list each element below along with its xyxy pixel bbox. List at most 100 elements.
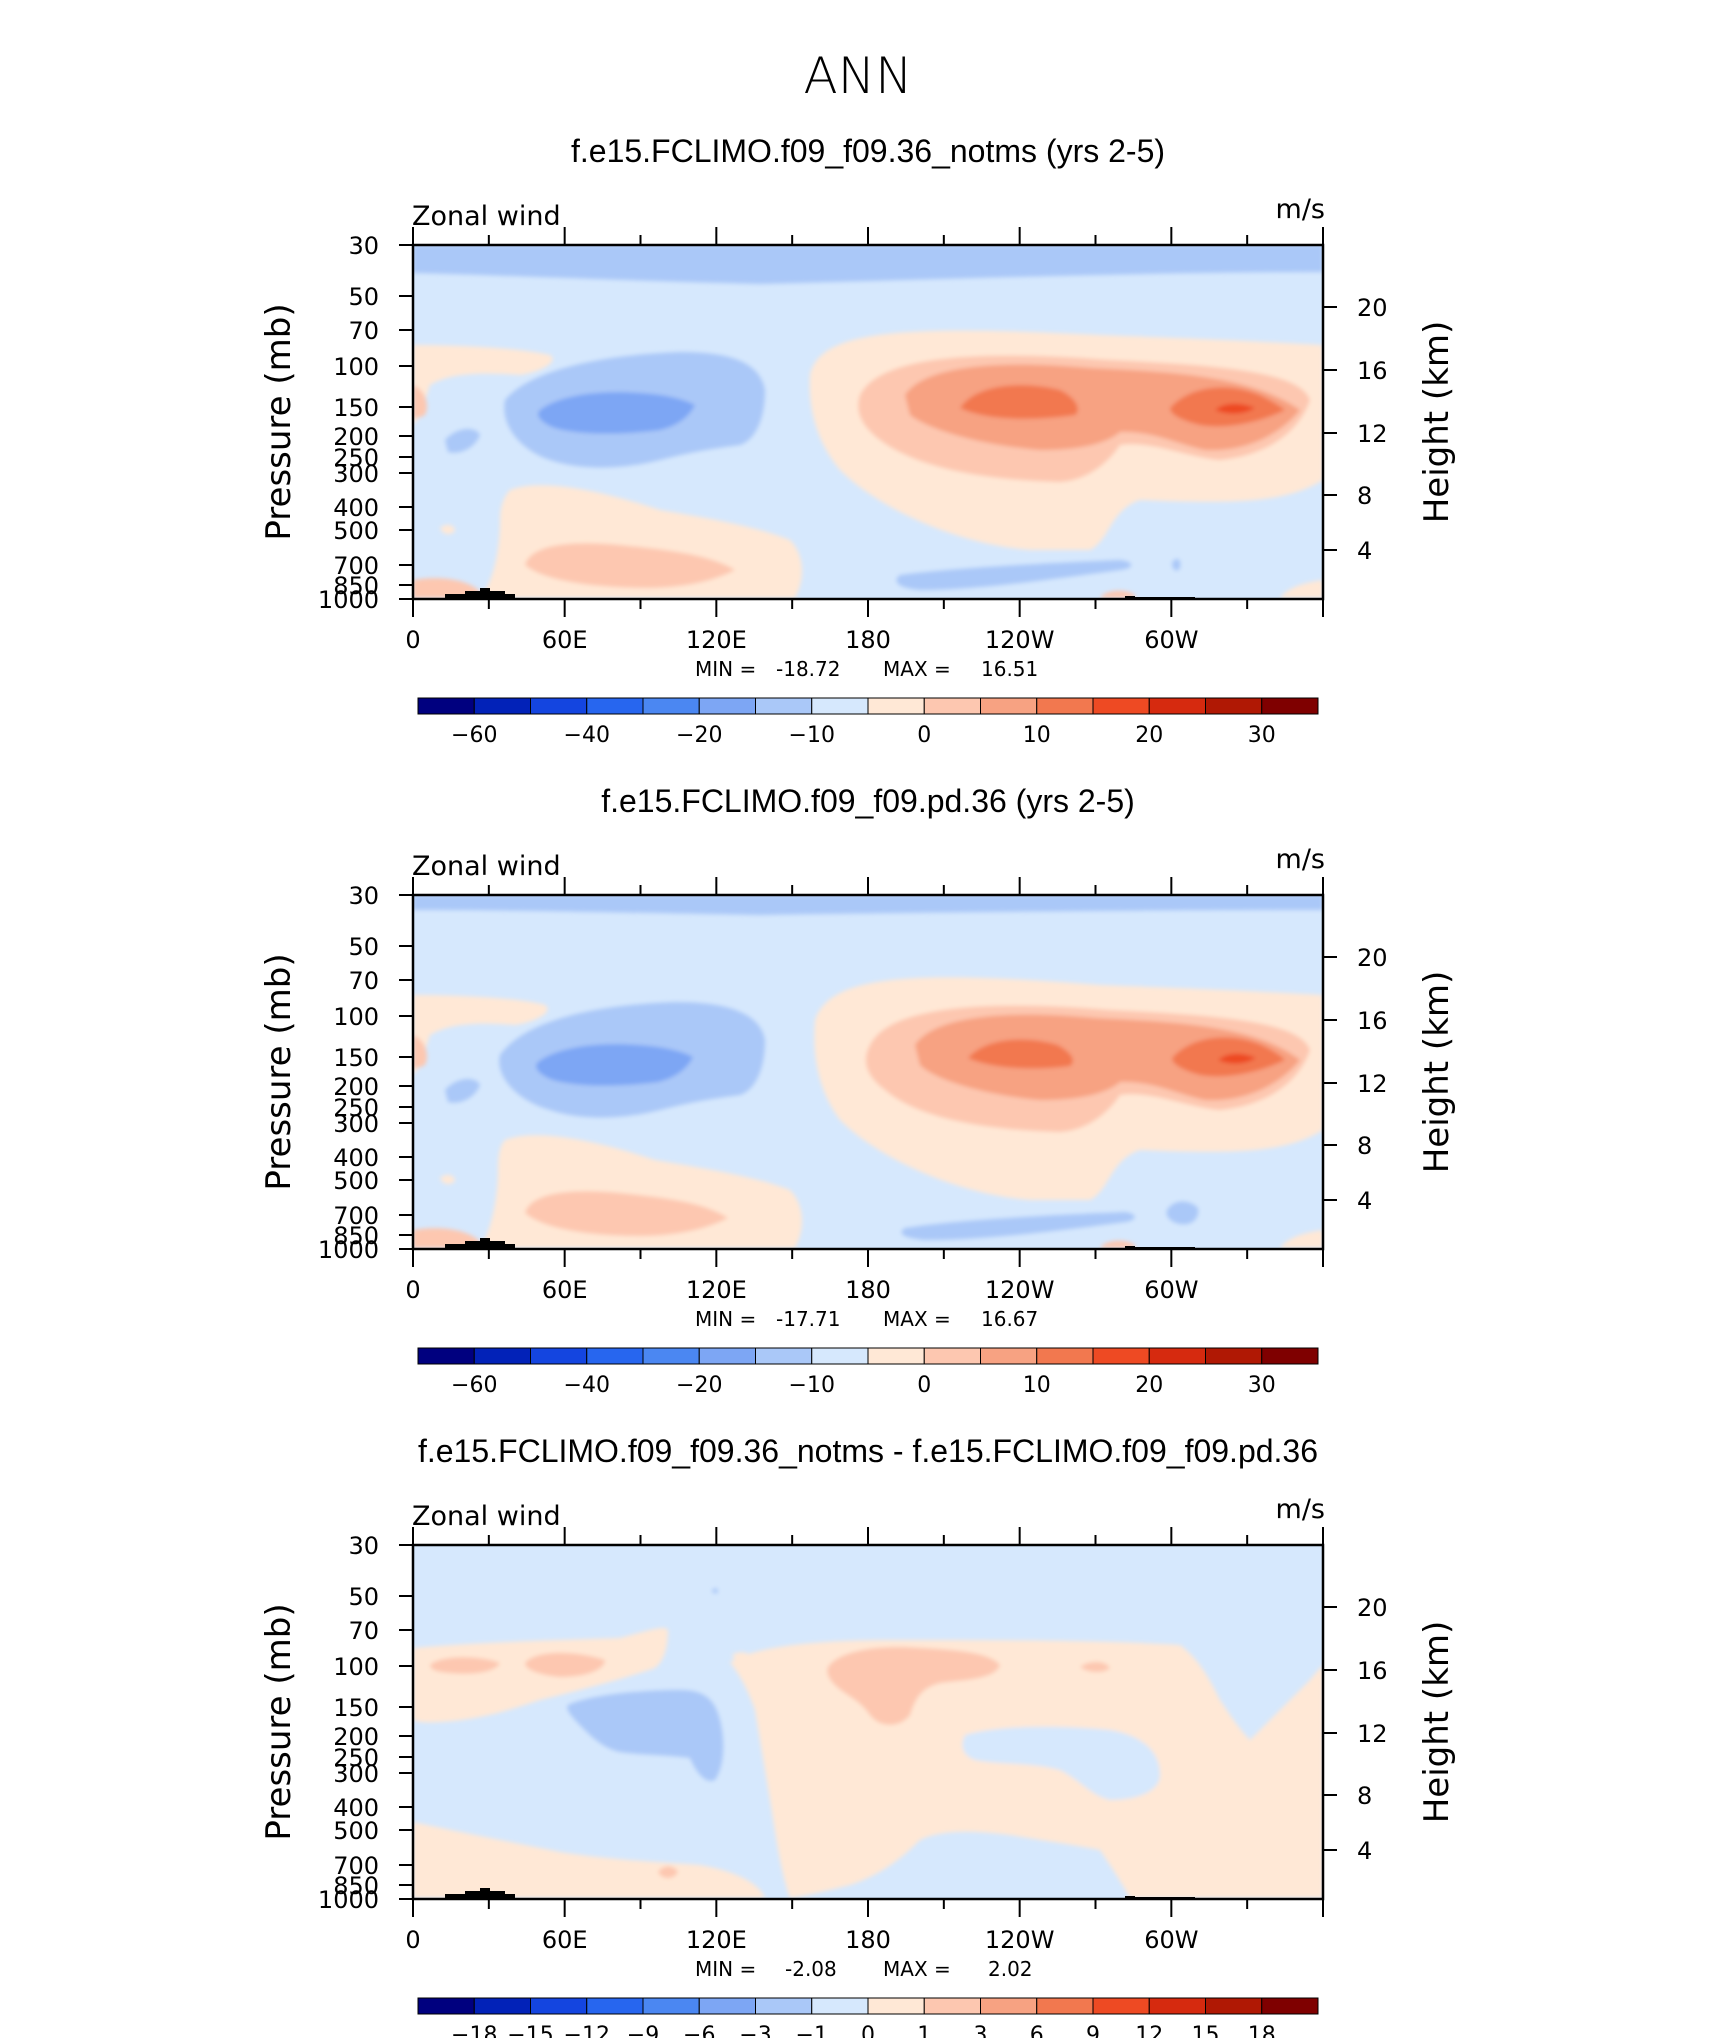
panel-2-west-pos-upper bbox=[413, 995, 548, 1075]
y-right-tick-label: 20 bbox=[1357, 294, 1388, 322]
panel-1-units: m/s bbox=[1276, 194, 1325, 225]
y-tick-label: 200 bbox=[333, 423, 379, 451]
panel-3-max-value: 2.02 bbox=[988, 1957, 1033, 1981]
y-tick-label: 500 bbox=[333, 1167, 379, 1195]
panel-3-colorbar bbox=[417, 1997, 1319, 2015]
y-tick-label: 500 bbox=[333, 517, 379, 545]
colorbar-swatch bbox=[923, 1997, 981, 2015]
panel-1-left-label: Zonal wind bbox=[412, 201, 561, 232]
colorbar-label: 6 bbox=[1030, 2023, 1044, 2038]
colorbar-label: −3 bbox=[739, 2023, 771, 2038]
y-right-tick-label: 16 bbox=[1357, 357, 1388, 385]
panel-1-top-band bbox=[413, 245, 1323, 284]
panel-2: f.e15.FCLIMO.f09_f09.pd.36 (yrs 2-5) Zon… bbox=[259, 783, 1457, 1398]
x-tick-label: 120E bbox=[686, 1926, 747, 1954]
colorbar-swatch bbox=[698, 1997, 756, 2015]
x-tick-label: 120W bbox=[985, 626, 1055, 654]
y-tick-label: 100 bbox=[333, 1653, 379, 1681]
panel-2-west-pos-edge bbox=[413, 1035, 427, 1068]
colorbar-swatch bbox=[755, 697, 813, 715]
y-tick-label: 50 bbox=[348, 933, 379, 961]
colorbar-swatch bbox=[698, 1347, 756, 1365]
panel-3-field bbox=[413, 1545, 1323, 1899]
panel-2-ylabel-right: Height (km) bbox=[1417, 971, 1457, 1174]
x-tick-label: 60W bbox=[1144, 1926, 1198, 1954]
panel-3-neg-dot bbox=[712, 1588, 719, 1594]
y-tick-label: 150 bbox=[333, 394, 379, 422]
colorbar-swatch bbox=[1036, 1997, 1094, 2015]
panel-2-minmax: MIN = -17.71 MAX = 16.67 bbox=[695, 1307, 1038, 1331]
colorbar-label: −60 bbox=[451, 1373, 497, 1398]
y-tick-label: 200 bbox=[333, 1723, 379, 1751]
panel-1-field bbox=[413, 245, 1323, 599]
panel-1-low-neg-band bbox=[896, 560, 1132, 590]
colorbar-label: −1 bbox=[796, 2023, 828, 2038]
y-tick-label: 1000 bbox=[318, 1886, 379, 1914]
colorbar-label: 30 bbox=[1248, 723, 1276, 748]
panel-2-top-band bbox=[413, 895, 1323, 915]
y-right-tick-label: 16 bbox=[1357, 1657, 1388, 1685]
colorbar-swatch bbox=[473, 697, 531, 715]
panel-1-max-label: MAX = bbox=[883, 657, 951, 681]
panel-3-ylabel-right: Height (km) bbox=[1417, 1621, 1457, 1824]
colorbar-label: −18 bbox=[451, 2023, 497, 2038]
panel-3-ylabel: Pressure (mb) bbox=[259, 1603, 299, 1840]
colorbar-swatch bbox=[755, 1997, 813, 2015]
colorbar-swatch bbox=[530, 697, 588, 715]
y-tick-label: 300 bbox=[333, 1110, 379, 1138]
panel-2-units: m/s bbox=[1276, 844, 1325, 875]
panel-1-small-pos-cell bbox=[440, 524, 455, 535]
panel-2-colorbar bbox=[417, 1347, 1319, 1365]
panel-3-y-right-ticks: 20 16 12 8 4 bbox=[1323, 1594, 1388, 1865]
panel-1-y-right-ticks: 20 16 12 8 4 bbox=[1323, 294, 1388, 565]
panel-1-colorbar-labels: −60 −40 −20 −10 0 10 20 30 bbox=[451, 723, 1276, 748]
colorbar-swatch bbox=[980, 1997, 1038, 2015]
y-right-tick-label: 8 bbox=[1357, 1132, 1372, 1160]
colorbar-swatch bbox=[1205, 1347, 1263, 1365]
colorbar-label: −10 bbox=[789, 723, 835, 748]
y-tick-label: 400 bbox=[333, 494, 379, 522]
panel-3-lower-pos-cell bbox=[658, 1866, 678, 1878]
y-tick-label: 70 bbox=[348, 1617, 379, 1645]
panel-3-west-pos-cell-b bbox=[525, 1652, 605, 1677]
y-right-tick-label: 4 bbox=[1357, 1837, 1372, 1865]
colorbar-label: −10 bbox=[789, 1373, 835, 1398]
x-tick-label: 120E bbox=[686, 1276, 747, 1304]
colorbar-swatch bbox=[586, 1997, 644, 2015]
panel-3-min-label: MIN = bbox=[695, 1957, 756, 1981]
panel-1-min-label: MIN = bbox=[695, 657, 756, 681]
x-tick-label: 0 bbox=[405, 626, 420, 654]
colorbar-label: −20 bbox=[676, 723, 722, 748]
panel-1-sw-pos-corner bbox=[413, 578, 480, 598]
colorbar-swatch bbox=[473, 1347, 531, 1365]
panel-1-x-ticks: 0 60E 120E 180 120W 60W bbox=[405, 227, 1324, 654]
colorbar-label: −60 bbox=[451, 723, 497, 748]
colorbar-label: 1 bbox=[917, 2023, 931, 2038]
x-tick-label: 120E bbox=[686, 626, 747, 654]
colorbar-swatch bbox=[1092, 697, 1150, 715]
panel-1-lower-pos-inner bbox=[525, 543, 735, 588]
x-tick-label: 60E bbox=[542, 626, 588, 654]
colorbar-label: −6 bbox=[683, 2023, 715, 2038]
colorbar-label: −40 bbox=[564, 1373, 610, 1398]
colorbar-label: −12 bbox=[564, 2023, 610, 2038]
y-right-tick-label: 12 bbox=[1357, 420, 1388, 448]
panel-1-low-neg-dot bbox=[1172, 558, 1181, 571]
panel-3-small-pos-cell-b bbox=[732, 1652, 752, 1664]
y-tick-label: 850 bbox=[333, 1872, 379, 1900]
panel-1-west-pos-upper bbox=[413, 345, 553, 425]
panel-3-left-label: Zonal wind bbox=[412, 1501, 561, 1532]
colorbar-swatch bbox=[642, 697, 700, 715]
colorbar-label: −40 bbox=[564, 723, 610, 748]
y-tick-label: 50 bbox=[348, 1583, 379, 1611]
panel-2-west-neg-inner bbox=[536, 1044, 693, 1086]
panel-2-ylabel: Pressure (mb) bbox=[259, 953, 299, 1190]
panel-1-title: f.e15.FCLIMO.f09_f09.36_notms (yrs 2-5) bbox=[571, 133, 1165, 169]
colorbar-swatch bbox=[642, 1997, 700, 2015]
x-tick-label: 180 bbox=[845, 626, 891, 654]
y-tick-label: 150 bbox=[333, 1044, 379, 1072]
panel-2-max-label: MAX = bbox=[883, 1307, 951, 1331]
panel-3-x-ticks: 0 60E 120E 180 120W 60W bbox=[405, 1527, 1324, 1954]
panel-3-title: f.e15.FCLIMO.f09_f09.36_notms - f.e15.FC… bbox=[418, 1433, 1318, 1469]
